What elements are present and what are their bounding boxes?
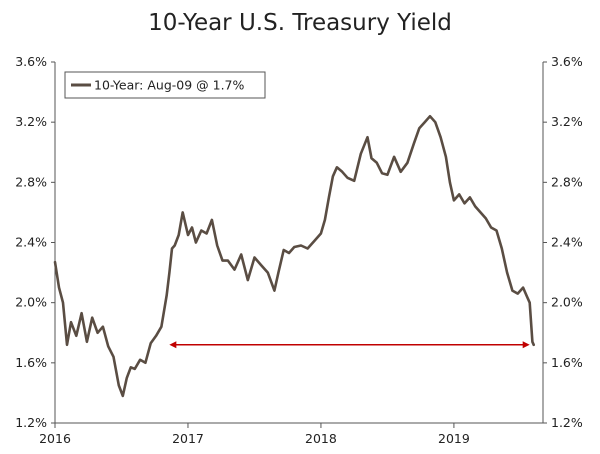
x-tick-label: 2017 <box>172 431 204 446</box>
legend-label: 10-Year: Aug-09 @ 1.7% <box>94 78 245 93</box>
y-tick-label-left: 3.2% <box>15 114 47 129</box>
y-tick-label-right: 2.0% <box>551 295 583 310</box>
y-tick-label-right: 3.6% <box>551 54 583 69</box>
y-tick-label-right: 3.2% <box>551 114 583 129</box>
x-tick-label: 2016 <box>39 431 71 446</box>
legend-box <box>64 71 266 99</box>
y-tick-label-right: 1.6% <box>551 355 583 370</box>
annotation-arrowhead-right <box>522 341 530 349</box>
y-tick-label-left: 1.2% <box>15 415 47 430</box>
y-tick-label-right: 1.2% <box>551 415 583 430</box>
y-tick-label-left: 2.4% <box>15 235 47 250</box>
series-line-0 <box>53 114 535 398</box>
annotation-arrowhead-left <box>169 341 177 349</box>
chart-title: 10-Year U.S. Treasury Yield <box>148 10 452 36</box>
y-tick-label-left: 2.8% <box>15 174 47 189</box>
x-tick-label: 2019 <box>438 431 470 446</box>
y-tick-label-left: 1.6% <box>15 355 47 370</box>
y-tick-label-right: 2.8% <box>551 174 583 189</box>
y-tick-label-left: 3.6% <box>15 54 47 69</box>
y-tick-label-right: 2.4% <box>551 235 583 250</box>
x-tick-label: 2018 <box>305 431 337 446</box>
y-tick-label-left: 2.0% <box>15 295 47 310</box>
